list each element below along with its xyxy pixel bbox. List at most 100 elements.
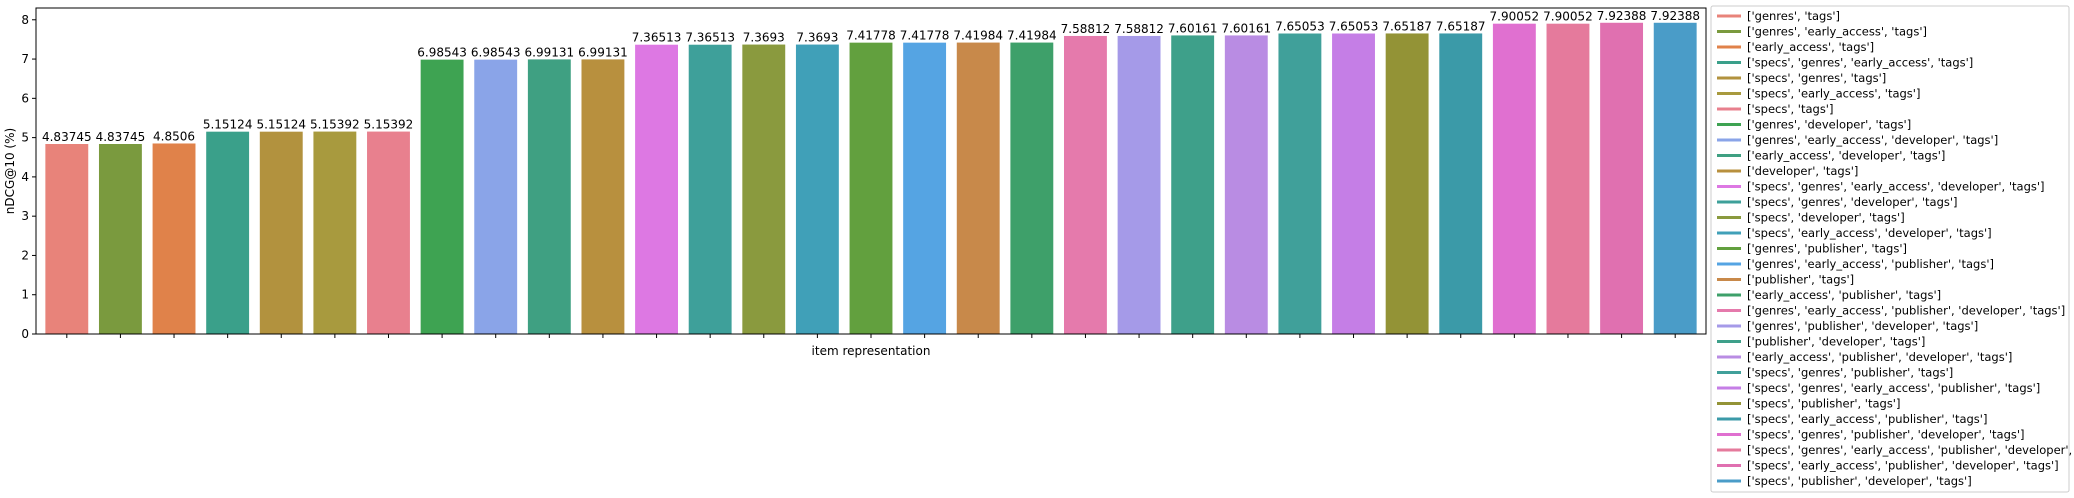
legend-label-7: ['genres', 'developer', 'tags'] <box>1747 118 1911 132</box>
bar-12 <box>688 44 732 334</box>
legend-label-18: ['early_access', 'publisher', 'tags'] <box>1747 288 1941 302</box>
bar-1 <box>98 143 142 334</box>
y-tick-label-6: 6 <box>21 91 29 105</box>
y-tick-label-1: 1 <box>21 288 29 302</box>
bar-value-label-10: 6.99131 <box>578 45 628 59</box>
bar-value-label-13: 7.3693 <box>743 31 785 45</box>
bar-value-label-14: 7.3693 <box>796 31 838 45</box>
bar-value-label-16: 7.41778 <box>900 29 950 43</box>
bar-value-label-27: 7.90052 <box>1490 10 1540 24</box>
legend-label-26: ['specs', 'early_access', 'publisher', '… <box>1747 412 1987 426</box>
y-tick-label-7: 7 <box>21 52 29 66</box>
bar-0 <box>45 143 89 334</box>
x-axis <box>66 334 1676 338</box>
bar-value-label-1: 4.83745 <box>96 130 146 144</box>
bar-value-label-11: 7.36513 <box>632 31 682 45</box>
bar-4 <box>259 131 303 334</box>
bar-15 <box>849 42 893 334</box>
bar-value-label-2: 4.8506 <box>153 129 195 143</box>
legend-frame <box>1710 5 2070 493</box>
bar-value-label-20: 7.58812 <box>1114 22 1164 36</box>
legend-label-9: ['early_access', 'developer', 'tags'] <box>1747 149 1945 163</box>
legend-label-17: ['publisher', 'tags'] <box>1747 273 1854 287</box>
bar-21 <box>1171 35 1215 335</box>
bar-value-label-17: 7.41984 <box>953 29 1003 43</box>
y-tick-label-3: 3 <box>21 209 29 223</box>
legend-label-4: ['specs', 'genres', 'tags'] <box>1747 71 1886 85</box>
legend-label-24: ['specs', 'genres', 'early_access', 'pub… <box>1747 381 2040 395</box>
legend-label-25: ['specs', 'publisher', 'tags'] <box>1747 397 1900 411</box>
legend-label-29: ['specs', 'early_access', 'publisher', '… <box>1747 459 2059 473</box>
bar-value-label-24: 7.65053 <box>1329 20 1379 34</box>
legend-label-15: ['genres', 'publisher', 'tags'] <box>1747 242 1907 256</box>
bar-20 <box>1117 35 1161 335</box>
bar-value-label-28: 7.90052 <box>1543 10 1593 24</box>
legend-label-11: ['specs', 'genres', 'early_access', 'dev… <box>1747 180 2045 194</box>
legend: ['genres', 'tags'] ['genres', 'early_acce… <box>1710 5 2074 493</box>
bar-value-label-8: 6.98543 <box>471 46 521 60</box>
y-tick-label-5: 5 <box>21 131 29 145</box>
legend-label-0: ['genres', 'tags'] <box>1747 9 1840 23</box>
legend-label-27: ['specs', 'genres', 'publisher', 'develo… <box>1747 428 2025 442</box>
y-tick-label-8: 8 <box>21 13 29 27</box>
bar-29 <box>1600 22 1644 334</box>
bar-24 <box>1332 33 1375 334</box>
bar-value-label-9: 6.99131 <box>525 45 575 59</box>
y-tick-label-0: 0 <box>21 327 29 341</box>
bar-14 <box>795 44 839 334</box>
bar-3 <box>206 131 250 334</box>
plot-frame <box>35 7 1707 335</box>
legend-label-19: ['genres', 'early_access', 'publisher', … <box>1747 304 2065 318</box>
bar-value-label-0: 4.83745 <box>42 130 92 144</box>
y-axis: 0 1 2 3 4 5 6 7 8 <box>21 13 36 341</box>
bar-value-label-29: 7.92388 <box>1597 9 1647 23</box>
bar-value-label-23: 7.65053 <box>1275 20 1325 34</box>
bar-27 <box>1492 23 1536 334</box>
bar-5 <box>313 131 357 334</box>
y-tick-label-4: 4 <box>21 170 29 184</box>
x-axis-label: item representation <box>812 344 931 358</box>
bar-value-label-19: 7.58812 <box>1061 22 1111 36</box>
legend-label-3: ['specs', 'genres', 'early_access', 'tag… <box>1747 56 1973 70</box>
bar-10 <box>581 59 625 335</box>
bar-7 <box>420 59 464 334</box>
legend-label-30: ['specs', 'publisher', 'developer', 'tag… <box>1747 474 1972 488</box>
bar-value-label-25: 7.65187 <box>1382 19 1432 33</box>
bar-value-label-12: 7.36513 <box>685 31 735 45</box>
legend-label-12: ['specs', 'genres', 'developer', 'tags'] <box>1747 195 1958 209</box>
bar-value-label-22: 7.60161 <box>1221 21 1271 35</box>
bar-value-label-15: 7.41778 <box>846 29 896 43</box>
bar-9 <box>527 59 571 335</box>
legend-label-20: ['genres', 'publisher', 'developer', 'ta… <box>1747 319 1978 333</box>
bar-value-label-3: 5.15124 <box>203 118 253 132</box>
bar-30 <box>1653 22 1697 334</box>
bar-value-label-5: 5.15392 <box>310 118 360 132</box>
legend-label-23: ['specs', 'genres', 'publisher', 'tags'] <box>1747 366 1953 380</box>
legend-items: ['genres', 'tags'] ['genres', 'early_acce… <box>1717 9 2074 488</box>
bar-25 <box>1385 33 1429 335</box>
bar-11 <box>635 44 678 334</box>
legend-label-1: ['genres', 'early_access', 'tags'] <box>1747 25 1927 39</box>
legend-label-6: ['specs', 'tags'] <box>1747 102 1833 116</box>
bar-28 <box>1546 23 1590 334</box>
legend-label-21: ['publisher', 'developer', 'tags'] <box>1747 335 1925 349</box>
bar-value-labels: 4.83745 4.83745 4.8506 5.15124 5.15124 5.1539… <box>42 9 1700 144</box>
legend-label-10: ['developer', 'tags'] <box>1747 164 1858 178</box>
bar-value-label-7: 6.98543 <box>417 46 467 60</box>
bar-23 <box>1278 33 1322 334</box>
legend-label-22: ['early_access', 'publisher', 'developer… <box>1747 350 2012 364</box>
bar-17 <box>956 42 1000 335</box>
bar-value-label-26: 7.65187 <box>1436 19 1486 33</box>
bar-2 <box>152 143 196 334</box>
bar-26 <box>1439 33 1483 335</box>
legend-label-13: ['specs', 'developer', 'tags'] <box>1747 211 1905 225</box>
y-tick-label-2: 2 <box>21 248 29 262</box>
legend-label-28: ['specs', 'genres', 'early_access', 'pub… <box>1747 443 2074 457</box>
bar-8 <box>474 59 518 334</box>
bar-value-label-21: 7.60161 <box>1168 21 1218 35</box>
legend-label-16: ['genres', 'early_access', 'publisher', … <box>1747 257 1994 271</box>
y-axis-label: nDCG@10 (%) <box>3 128 17 214</box>
bars <box>45 22 1697 335</box>
